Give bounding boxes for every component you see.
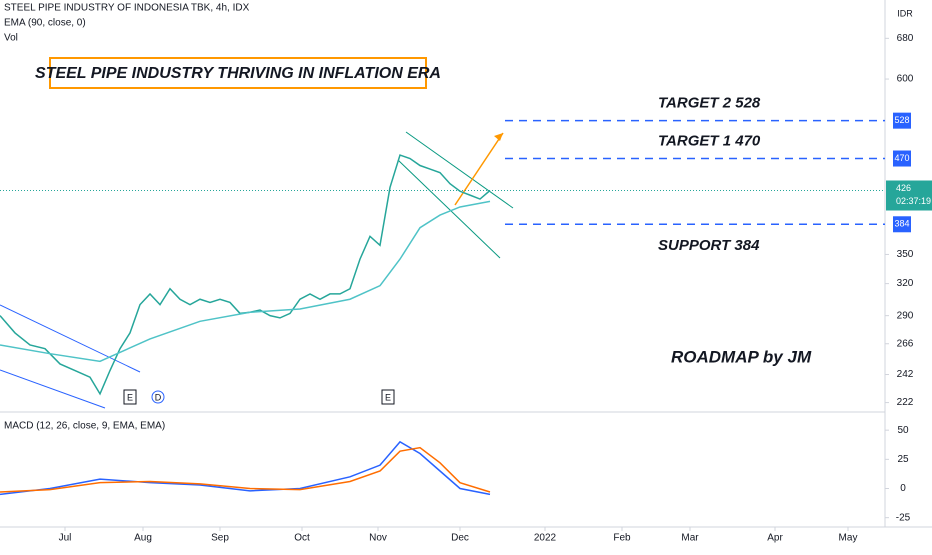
event-icon: [151, 390, 165, 404]
x-tick-label: Jul: [59, 533, 72, 544]
price-line: [0, 200, 491, 363]
level-tag: [893, 216, 911, 233]
indicator: EMA (90, close, 0): [4, 18, 86, 29]
x-tick-label: May: [839, 533, 858, 544]
currency: IDR: [897, 8, 913, 18]
price-tag: [886, 180, 932, 211]
event-icon: [381, 389, 395, 405]
event-icon: [123, 389, 137, 405]
level-tag: [893, 112, 911, 129]
y-tick-label: 600: [897, 74, 914, 85]
event-label: D: [155, 392, 162, 402]
y-tick-label: 242: [897, 369, 914, 380]
trendline: [0, 304, 141, 373]
x-tick-label: 2022: [534, 533, 557, 544]
event-label: E: [385, 392, 391, 402]
countdown: 02:37:19: [896, 196, 931, 206]
y-tick-label: 25: [897, 454, 909, 465]
x-tick-label: Dec: [451, 533, 469, 544]
trendline: [405, 131, 514, 209]
trendline: [397, 159, 501, 259]
price-tag-label: 426: [896, 183, 911, 193]
macd-label: MACD (12, 26, close, 9, EMA, EMA): [4, 421, 165, 432]
macd-line: [0, 440, 491, 496]
x-tick-label: Feb: [613, 533, 631, 544]
level-tag-label: 528: [894, 115, 909, 125]
x-tick-label: Aug: [134, 533, 152, 544]
arrow-head: [494, 133, 503, 141]
x-tick-label: Mar: [681, 533, 699, 544]
level-tag: [893, 150, 911, 167]
y-tick-label: 290: [897, 310, 914, 321]
event-label: E: [127, 392, 133, 402]
y-tick-label: 350: [897, 249, 914, 260]
x-tick-label: Oct: [294, 533, 310, 544]
trendline: [0, 369, 106, 409]
level-label: TARGET 1 470: [658, 132, 761, 149]
level-tag-label: 384: [894, 219, 909, 229]
y-tick-label: 0: [900, 483, 906, 494]
y-tick-label: 50: [897, 425, 909, 436]
chart-title: STEEL PIPE INDUSTRY THRIVING IN INFLATIO…: [35, 65, 441, 82]
y-tick-label: 266: [897, 338, 914, 349]
x-tick-label: Apr: [767, 533, 783, 544]
symbol: STEEL PIPE INDUSTRY OF INDONESIA TBK, 4h…: [4, 3, 250, 14]
annotation: ROADMAP by JM: [671, 347, 812, 366]
level-label: SUPPORT 384: [658, 237, 760, 254]
y-tick-label: 222: [897, 397, 914, 408]
title-box: [49, 57, 427, 89]
y-tick-label: 680: [897, 33, 914, 44]
x-tick-label: Nov: [369, 533, 387, 544]
macd-line: [0, 446, 491, 493]
y-tick-label: -25: [896, 512, 911, 523]
level-tag-label: 470: [894, 153, 909, 163]
indicator: Vol: [4, 33, 18, 44]
y-tick-label: 320: [897, 278, 914, 289]
level-label: TARGET 2 528: [658, 95, 761, 112]
x-tick-label: Sep: [211, 533, 229, 544]
price-line: [0, 154, 491, 396]
